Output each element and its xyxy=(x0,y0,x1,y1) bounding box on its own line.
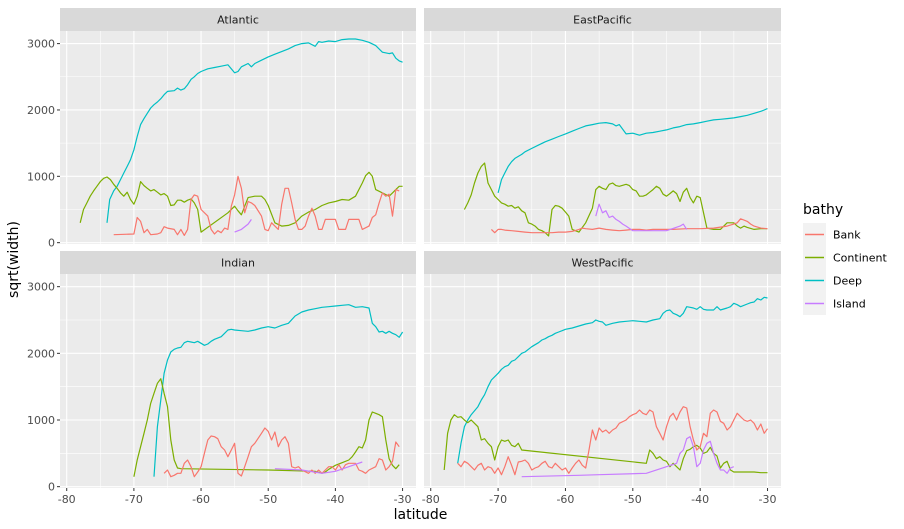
panel-title: EastPacific xyxy=(573,14,632,27)
panel-title: Indian xyxy=(221,257,255,270)
legend-title: bathy xyxy=(803,202,843,218)
x-tick-label: -40 xyxy=(326,493,344,506)
panel-background xyxy=(424,31,781,244)
series-line-island xyxy=(521,436,735,478)
x-tick-label: -40 xyxy=(691,493,709,506)
x-tick-label: -80 xyxy=(422,493,440,506)
x-tick-label: -80 xyxy=(58,493,76,506)
panel-strip xyxy=(424,251,781,274)
x-tick-label: -70 xyxy=(489,493,507,506)
series-line-island xyxy=(234,219,252,233)
series-line-deep xyxy=(497,108,768,194)
panel-strip xyxy=(60,251,416,274)
panel-background xyxy=(60,31,416,244)
series-line-continent xyxy=(79,171,403,233)
y-tick-label: 2000 xyxy=(27,347,55,360)
series-line-continent xyxy=(463,162,768,237)
legend-label-bank: Bank xyxy=(833,229,861,242)
y-tick-label: 2000 xyxy=(27,104,55,117)
series-line-bank xyxy=(490,218,768,234)
panel-title: WestPacific xyxy=(571,257,633,270)
y-axis-title: sqrt(width) xyxy=(6,221,22,298)
panel-strip xyxy=(60,8,416,31)
x-tick-label: -60 xyxy=(192,493,210,506)
legend: bathy Bank Continent Deep Island xyxy=(803,202,887,315)
x-tick-label: -30 xyxy=(394,493,412,506)
x-tick-label: -50 xyxy=(259,493,277,506)
legend-label-island: Island xyxy=(833,298,866,311)
y-tick-label: 3000 xyxy=(27,38,55,51)
panel-eastpacific: EastPacific xyxy=(424,8,781,244)
x-tick-label: -30 xyxy=(759,493,777,506)
panel-atlantic: Atlantic 0 1000 2000 3000 xyxy=(27,8,416,250)
panel-title: Atlantic xyxy=(217,14,259,27)
panel-background xyxy=(60,274,416,488)
legend-label-continent: Continent xyxy=(833,252,887,265)
panel-strip xyxy=(424,8,781,31)
series-line-deep xyxy=(153,304,404,477)
panel-background xyxy=(424,274,781,488)
panel-westpacific: WestPacific -80 -70 -60 -50 -40 -30 xyxy=(422,251,781,506)
series-line-bank xyxy=(113,175,400,236)
y-tick-label: 1000 xyxy=(27,414,55,427)
y-tick-label: 3000 xyxy=(27,281,55,294)
x-axis-title: latitude xyxy=(394,507,448,523)
series-line-bank xyxy=(163,427,400,478)
x-tick-label: -70 xyxy=(125,493,143,506)
y-tick-label: 1000 xyxy=(27,170,55,183)
x-tick-label: -50 xyxy=(624,493,642,506)
series-line-deep xyxy=(106,38,403,223)
series-line-island xyxy=(274,461,363,474)
series-line-continent xyxy=(443,414,768,474)
y-tick-label: 0 xyxy=(48,481,55,494)
panel-indian: Indian 0 1000 2000 3000 -80 -70 -60 -50 -40 -30 xyxy=(27,251,416,506)
series-line-bank xyxy=(457,406,768,476)
y-tick-label: 0 xyxy=(48,237,55,250)
x-tick-label: -60 xyxy=(556,493,574,506)
series-line-deep xyxy=(457,296,768,464)
series-line-continent xyxy=(133,378,400,477)
series-line-island xyxy=(595,203,688,232)
legend-label-deep: Deep xyxy=(833,275,862,288)
